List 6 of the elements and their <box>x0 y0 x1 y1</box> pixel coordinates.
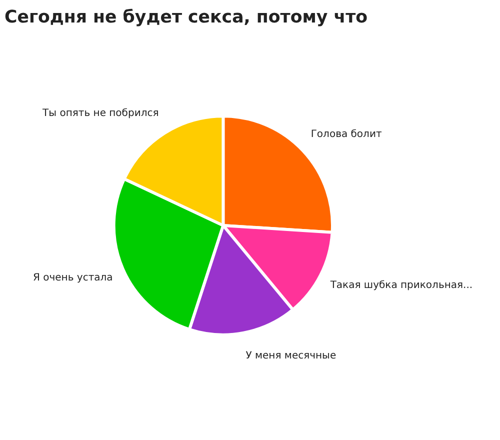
slice-label: Я очень устала <box>32 272 113 284</box>
slice-label: Такая шубка прикольная... <box>329 280 473 292</box>
slice-label: У меня месячные <box>246 350 336 362</box>
slice-label: Ты опять не побрился <box>42 108 159 119</box>
slice-label: Голова болит <box>310 129 382 140</box>
chart-title: Сегодня не будет секса, потому что <box>4 8 368 28</box>
